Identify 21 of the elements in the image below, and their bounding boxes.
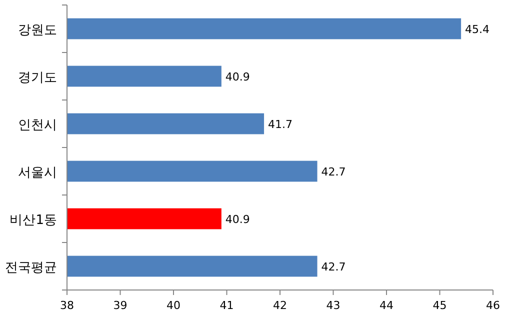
y-tick-label: 비산1동	[10, 212, 57, 228]
x-tick-label: 42	[273, 299, 287, 312]
y-tick-label: 인천시	[18, 118, 57, 133]
y-tick-label: 전국평균	[5, 260, 57, 276]
data-label: 45.4	[465, 22, 490, 36]
data-label: 42.7	[321, 260, 346, 274]
x-tick-label: 44	[380, 299, 394, 312]
data-label: 40.9	[225, 212, 250, 226]
y-tick-label: 서울시	[18, 165, 57, 180]
x-tick-label: 39	[113, 299, 128, 312]
x-tick-label: 46	[486, 299, 500, 312]
data-label: 41.7	[268, 118, 293, 131]
x-tick-label: 41	[220, 299, 234, 312]
x-tick-label: 40	[166, 299, 180, 312]
y-tick-label: 경기도	[18, 70, 57, 86]
x-tick-label: 45	[432, 299, 447, 312]
y-tick-label: 강원도	[18, 22, 57, 38]
x-tick-label: 38	[60, 299, 74, 312]
x-tick-label: 43	[326, 299, 340, 312]
data-label: 42.7	[321, 165, 346, 178]
data-label: 40.9	[225, 70, 250, 84]
